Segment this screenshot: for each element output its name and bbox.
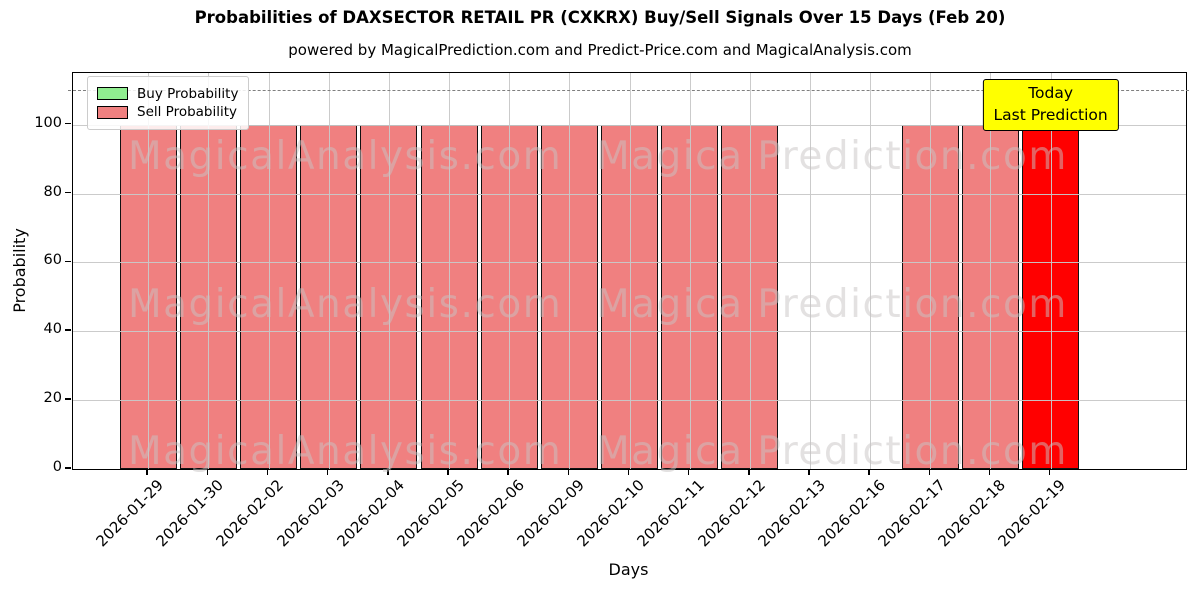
x-axis-label: Days: [608, 560, 649, 579]
vertical-gridline: [689, 73, 691, 469]
x-tick-mark: [928, 469, 931, 475]
annotation-line2: Last Prediction: [993, 106, 1108, 124]
horizontal-gridline: [73, 193, 1186, 195]
y-tick-label: 0: [52, 459, 62, 475]
x-tick-mark: [206, 469, 209, 475]
sell-color-swatch: [97, 105, 128, 119]
dashed-threshold-line: [68, 90, 1189, 92]
y-tick-label: 20: [43, 390, 62, 407]
x-tick-mark: [748, 469, 750, 475]
vertical-gridline: [328, 73, 330, 469]
x-tick-mark: [687, 469, 690, 475]
y-tick-label: 60: [43, 252, 62, 269]
chart-title: Probabilities of DAXSECTOR RETAIL PR (CX…: [194, 8, 1006, 27]
x-tick-mark: [447, 469, 449, 475]
horizontal-gridline: [73, 400, 1186, 402]
vertical-gridline: [990, 73, 992, 469]
today-annotation: Today Last Prediction: [982, 79, 1119, 131]
horizontal-gridline: [73, 124, 1186, 126]
vertical-gridline: [1050, 73, 1052, 469]
vertical-gridline: [809, 73, 811, 469]
vertical-gridline: [870, 73, 872, 469]
vertical-gridline: [509, 73, 511, 469]
y-tick-mark: [65, 260, 71, 263]
y-axis-label: Probability: [9, 227, 29, 313]
vertical-gridline: [388, 73, 390, 469]
vertical-gridline: [148, 73, 150, 469]
x-tick-mark: [988, 469, 991, 475]
y-tick-mark: [65, 467, 71, 469]
x-tick-mark: [1048, 469, 1051, 475]
y-tick-mark: [65, 398, 71, 400]
x-tick-mark: [567, 469, 570, 475]
y-axis-label-wrap: Probability: [2, 72, 36, 468]
y-tick-mark: [65, 191, 71, 194]
legend-label-buy: Buy Probability: [137, 85, 239, 102]
chart-subtitle: powered by MagicalPrediction.com and Pre…: [288, 41, 912, 59]
x-tick-mark: [868, 469, 870, 475]
y-tick-mark: [65, 329, 71, 332]
vertical-gridline: [208, 73, 210, 469]
legend-label-sell: Sell Probability: [137, 104, 238, 120]
x-tick-mark: [387, 469, 389, 475]
annotation-line1: Today: [1028, 84, 1074, 102]
vertical-gridline: [930, 73, 932, 469]
legend-box: Buy Probability Sell Probability: [87, 76, 250, 130]
vertical-gridline: [569, 73, 571, 469]
x-tick-mark: [627, 469, 630, 475]
vertical-gridline: [629, 73, 631, 469]
vertical-gridline: [268, 73, 270, 469]
x-tick-mark: [808, 469, 810, 475]
y-tick-label: 40: [43, 321, 62, 338]
x-tick-mark: [326, 469, 329, 475]
legend-item-buy: Buy Probability: [97, 86, 238, 102]
x-tick-mark: [266, 469, 269, 475]
x-tick-mark: [146, 469, 148, 475]
vertical-gridline: [449, 73, 450, 469]
plot-area: Buy Probability Sell Probability Today L…: [68, 72, 1189, 474]
horizontal-gridline: [73, 262, 1186, 264]
horizontal-gridline: [73, 331, 1186, 333]
vertical-gridline: [749, 73, 751, 469]
x-tick-mark: [507, 469, 509, 475]
y-tick-mark: [65, 122, 71, 125]
y-tick-label: 80: [43, 183, 62, 200]
y-tick-label: 100: [34, 114, 62, 131]
buy-color-swatch: [97, 87, 128, 100]
legend-item-sell: Sell Probability: [97, 104, 238, 120]
